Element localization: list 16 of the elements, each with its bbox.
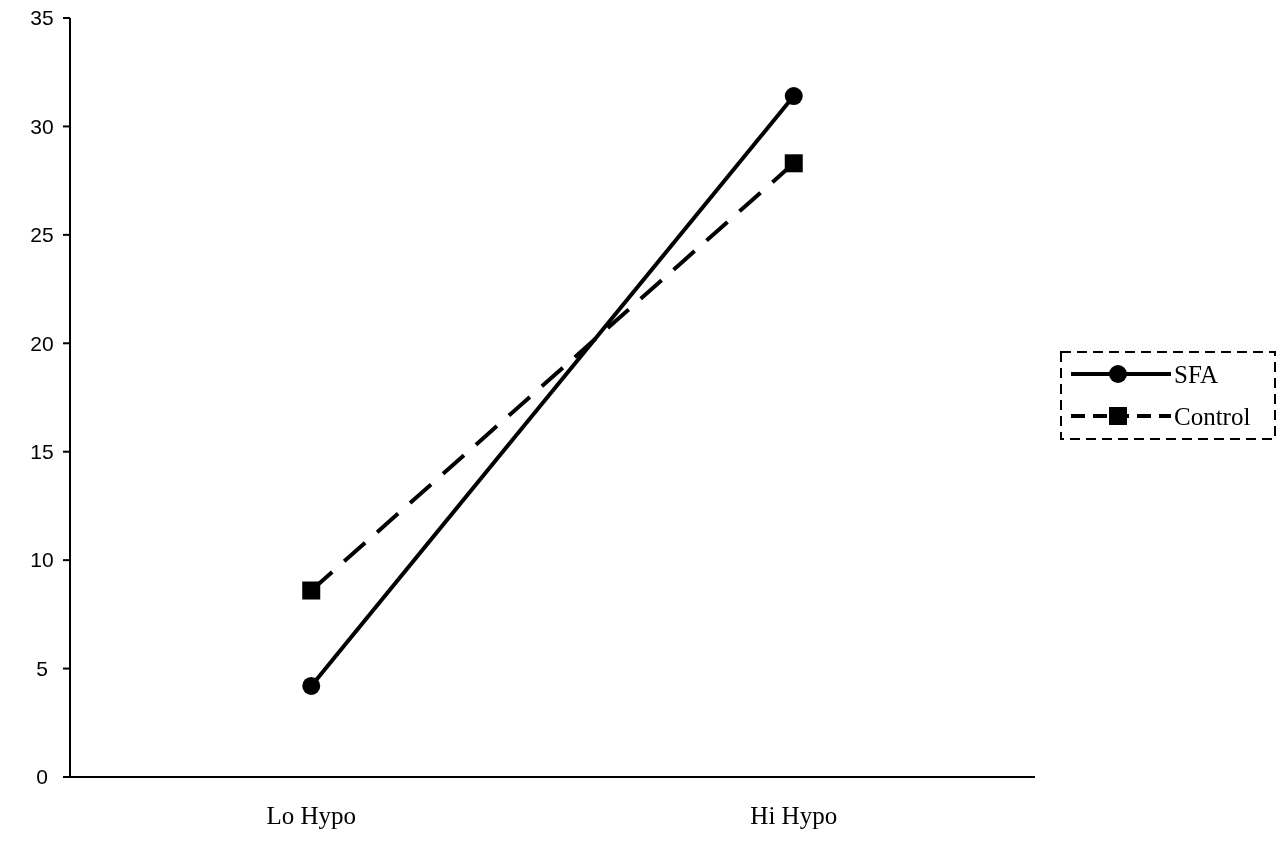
x-tick-label: Lo Hypo [266, 802, 357, 829]
y-tick-label: 10 [30, 548, 54, 572]
y-tick-label: 25 [30, 223, 54, 247]
point [302, 581, 321, 600]
y-tick-label: 0 [36, 765, 48, 789]
y-tick-label: 5 [36, 656, 48, 680]
point [784, 87, 803, 106]
legend-label: Control [1174, 402, 1251, 430]
y-tick-label: 20 [30, 331, 54, 355]
x-tick-label: Hi Hypo [750, 802, 838, 829]
y-tick-label: 15 [30, 440, 54, 464]
y-tick-label: 35 [30, 6, 54, 30]
point [784, 154, 803, 173]
legend-label: SFA [1174, 360, 1219, 388]
point [302, 676, 321, 695]
y-tick-label: 30 [30, 114, 54, 138]
